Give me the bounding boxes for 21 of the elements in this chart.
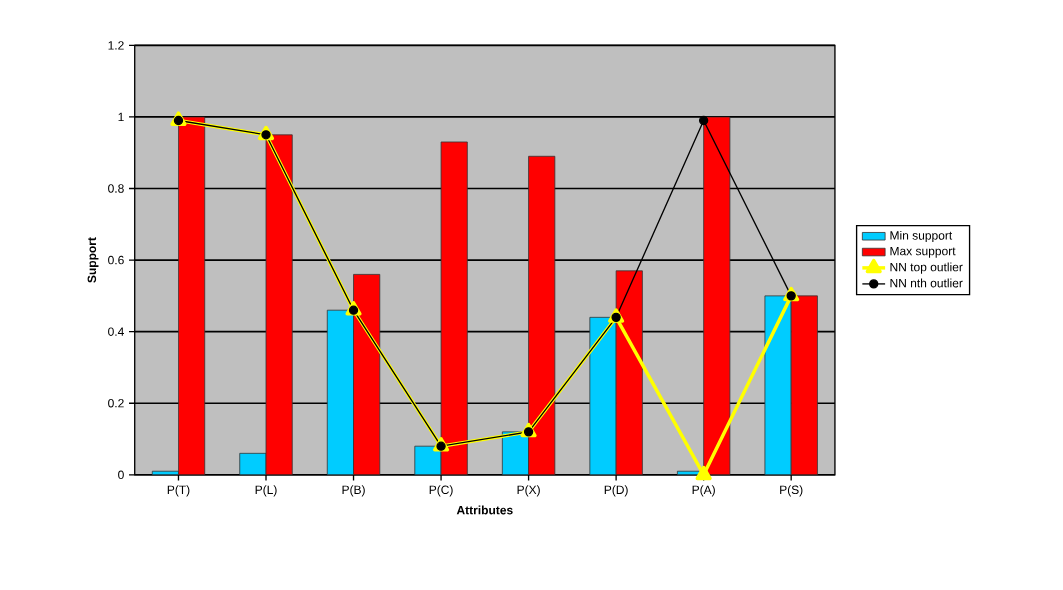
y-tick-label: 1.2 — [108, 41, 124, 50]
y-tick-label: 1 — [118, 113, 124, 122]
y-axis-title: Support — [87, 237, 99, 283]
x-axis-title: Attributes — [456, 505, 513, 515]
y-tick-label: 0 — [118, 470, 124, 480]
x-tick-label: P(X) — [517, 485, 540, 497]
x-tick-label: P(T) — [167, 485, 190, 497]
x-tick-label: P(B) — [342, 485, 365, 497]
legend-label: Max support — [890, 247, 956, 258]
x-tick-label: P(L) — [255, 485, 277, 497]
legend-label: Min support — [890, 231, 953, 243]
y-tick-label: 0.4 — [108, 327, 124, 337]
legend-label: NN nth outlier — [890, 278, 963, 288]
y-tick-label: 0.8 — [108, 184, 124, 193]
y-tick-label: 0.6 — [108, 256, 124, 265]
x-tick-label: P(S) — [780, 485, 803, 497]
x-tick-label: P(D) — [604, 485, 628, 497]
x-tick-label: P(C) — [429, 485, 453, 497]
legend-label: NN top outlier — [890, 262, 963, 274]
x-tick-label: P(A) — [692, 485, 715, 497]
y-tick-label: 0.2 — [108, 399, 124, 408]
